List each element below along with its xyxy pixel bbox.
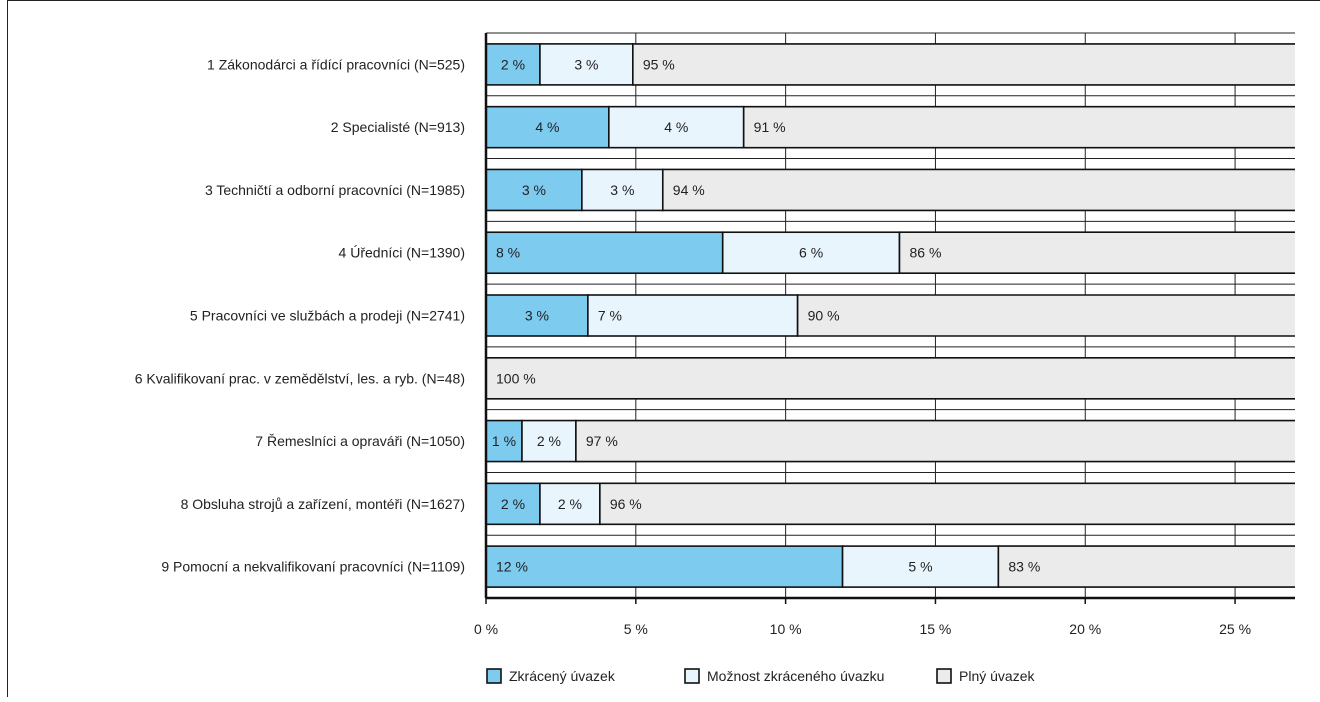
data-label: 8 % bbox=[496, 245, 520, 261]
data-label: 3 % bbox=[574, 56, 598, 72]
x-tick-label: 15 % bbox=[919, 621, 951, 637]
data-label: 4 % bbox=[664, 119, 688, 135]
legend-label: Možnost zkráceného úvazku bbox=[707, 668, 884, 684]
category-label: 1 Zákonodárci a řídící pracovníci (N=525… bbox=[207, 56, 465, 72]
data-label: 1 % bbox=[492, 433, 516, 449]
legend-label: Plný úvazek bbox=[959, 668, 1035, 684]
data-label: 95 % bbox=[643, 56, 675, 72]
data-label: 86 % bbox=[909, 245, 941, 261]
category-label: 8 Obsluha strojů a zařízení, montéři (N=… bbox=[181, 496, 465, 512]
data-label: 4 % bbox=[535, 119, 559, 135]
legend-swatch bbox=[685, 669, 699, 683]
bar-segment-s2 bbox=[486, 358, 1295, 399]
x-tick-label: 0 % bbox=[474, 621, 498, 637]
data-label: 7 % bbox=[598, 308, 622, 324]
data-label: 3 % bbox=[610, 182, 634, 198]
bar-segment-s2 bbox=[744, 107, 1295, 148]
data-label: 96 % bbox=[610, 496, 642, 512]
data-label: 2 % bbox=[537, 433, 561, 449]
category-label: 6 Kvalifikovaní prac. v zemědělství, les… bbox=[135, 370, 465, 386]
x-tick-label: 25 % bbox=[1219, 621, 1251, 637]
data-label: 2 % bbox=[501, 496, 525, 512]
data-label: 90 % bbox=[808, 308, 840, 324]
data-label: 97 % bbox=[586, 433, 618, 449]
bar-segment-s2 bbox=[998, 546, 1295, 587]
x-tick-label: 20 % bbox=[1069, 621, 1101, 637]
category-labels: 1 Zákonodárci a řídící pracovníci (N=525… bbox=[135, 56, 465, 574]
legend-swatch bbox=[937, 669, 951, 683]
data-label: 2 % bbox=[558, 496, 582, 512]
data-label: 3 % bbox=[522, 182, 546, 198]
legend: Zkrácený úvazek Možnost zkráceného úvazku… bbox=[487, 668, 1035, 684]
data-label: 3 % bbox=[525, 308, 549, 324]
bar-segment-s0 bbox=[486, 232, 723, 273]
bars-layer: 2 % 3 % 95 % 4 % 4 % 91 % 3 % 3 % 94 % 8 % 6 % 86 %… bbox=[486, 44, 1295, 587]
bar-segment-s2 bbox=[600, 483, 1295, 524]
legend-label: Zkrácený úvazek bbox=[509, 668, 616, 684]
legend-swatch bbox=[487, 669, 501, 683]
category-label: 4 Úředníci (N=1390) bbox=[339, 245, 465, 261]
data-label: 2 % bbox=[501, 56, 525, 72]
x-tick-label: 5 % bbox=[624, 621, 648, 637]
bar-segment-s2 bbox=[663, 169, 1295, 210]
category-label: 9 Pomocní a nekvalifikovaní pracovníci (… bbox=[161, 559, 465, 575]
data-label: 12 % bbox=[496, 559, 528, 575]
category-label: 7 Řemeslníci a opraváři (N=1050) bbox=[255, 433, 465, 449]
data-label: 91 % bbox=[754, 119, 786, 135]
bar-segment-s2 bbox=[633, 44, 1295, 85]
data-label: 83 % bbox=[1008, 559, 1040, 575]
category-label: 3 Techničtí a odborní pracovníci (N=1985… bbox=[205, 182, 465, 198]
data-label: 100 % bbox=[496, 370, 536, 386]
bar-segment-s2 bbox=[899, 232, 1295, 273]
category-label: 2 Specialisté (N=913) bbox=[331, 119, 465, 135]
data-label: 6 % bbox=[799, 245, 823, 261]
data-label: 94 % bbox=[673, 182, 705, 198]
bar-segment-s0 bbox=[486, 546, 843, 587]
category-label: 5 Pracovníci ve službách a prodeji (N=27… bbox=[190, 308, 465, 324]
data-label: 5 % bbox=[908, 559, 932, 575]
x-tick-label: 10 % bbox=[770, 621, 802, 637]
bar-segment-s2 bbox=[576, 421, 1295, 462]
bar-segment-s2 bbox=[798, 295, 1295, 336]
